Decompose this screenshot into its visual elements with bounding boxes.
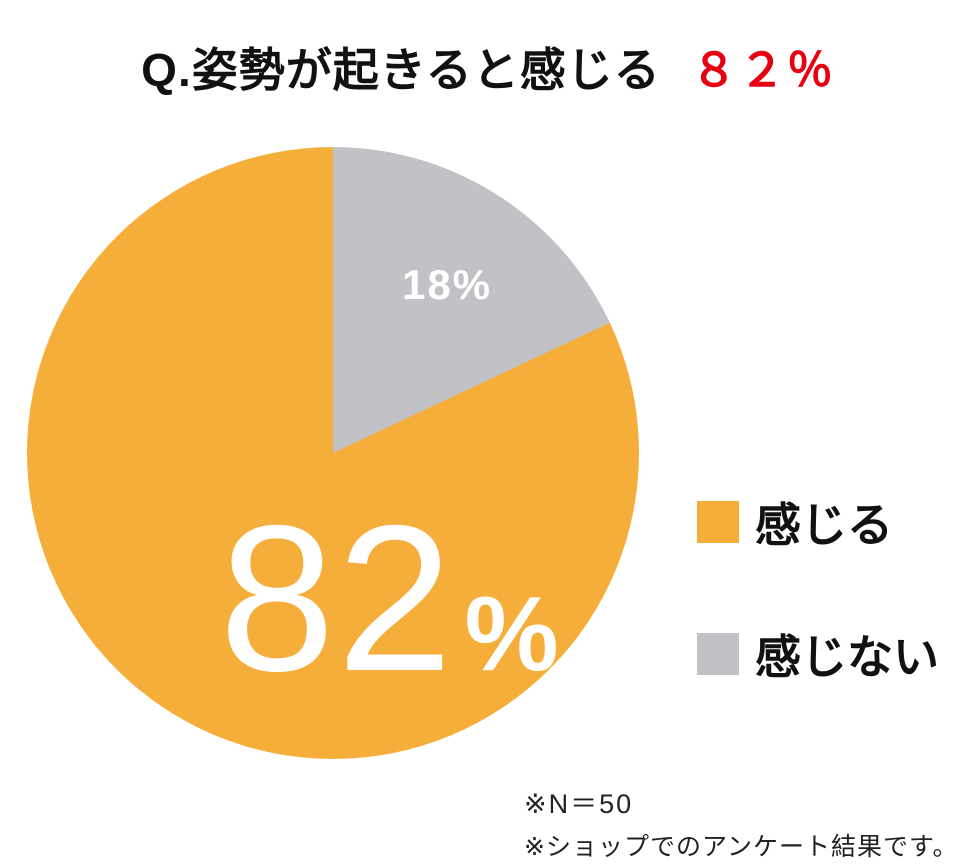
pie-chart: 18% 82 % xyxy=(27,147,639,759)
pie-slice-label-18: 18% xyxy=(401,261,493,308)
legend-swatch-orange xyxy=(697,501,739,543)
legend-item-label: 感じる xyxy=(755,499,893,551)
footnotes: ※N＝50 ※ショップでのアンケート結果です。 xyxy=(524,782,958,863)
title-question-text: Q.姿勢が起きると感じる xyxy=(141,44,661,96)
pie-main-value: 82 xyxy=(219,483,455,715)
legend: 感じる 感じない xyxy=(697,489,939,687)
footnote-source: ※ショップでのアンケート結果です。 xyxy=(524,833,959,861)
pie-main-percent-sign: % xyxy=(464,575,559,693)
page-title: Q.姿勢が起きると感じる ８２％ xyxy=(0,34,976,100)
legend-item-not-feel: 感じない xyxy=(697,621,939,687)
footnote-sample-size: ※N＝50 xyxy=(524,789,634,819)
legend-swatch-gray xyxy=(697,633,739,675)
pie-slice-label-82: 82 % xyxy=(219,495,559,703)
title-percent-highlight: ８２％ xyxy=(690,44,835,96)
legend-item-label: 感じない xyxy=(755,631,939,683)
legend-item-feel: 感じる xyxy=(697,489,939,555)
